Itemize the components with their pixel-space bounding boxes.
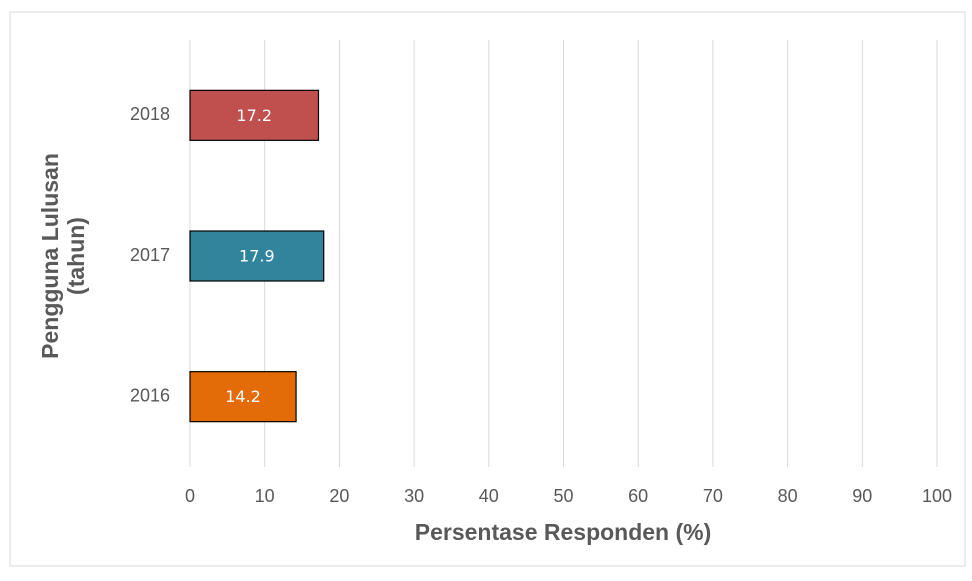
y-tick-label: 2018 bbox=[130, 104, 170, 124]
data-label: 17.2 bbox=[236, 106, 272, 125]
x-tick-label: 90 bbox=[852, 486, 872, 506]
x-tick-label: 20 bbox=[329, 486, 349, 506]
x-tick-label: 60 bbox=[628, 486, 648, 506]
data-label: 14.2 bbox=[225, 387, 261, 406]
y-axis-title: Pengguna Lulusan (tahun) bbox=[37, 153, 89, 359]
x-tick-label: 80 bbox=[778, 486, 798, 506]
bar bbox=[189, 230, 325, 282]
x-tick-label: 0 bbox=[185, 486, 195, 506]
y-axis-title-line: Pengguna Lulusan bbox=[37, 153, 63, 359]
x-tick-label: 30 bbox=[404, 486, 424, 506]
data-label: 17.9 bbox=[239, 247, 275, 266]
bar bbox=[189, 89, 320, 141]
chart-border bbox=[9, 11, 966, 567]
x-tick-label: 70 bbox=[703, 486, 723, 506]
y-axis-title-line: (tahun) bbox=[63, 217, 89, 295]
x-tick-label: 50 bbox=[553, 486, 573, 506]
bar bbox=[189, 371, 297, 423]
y-tick-label: 2016 bbox=[130, 385, 170, 405]
x-tick-label: 10 bbox=[255, 486, 275, 506]
x-tick-label: 40 bbox=[479, 486, 499, 506]
x-axis-title: Persentase Responden (%) bbox=[415, 519, 712, 545]
x-tick-label: 100 bbox=[922, 486, 952, 506]
y-tick-label: 2017 bbox=[130, 245, 170, 265]
